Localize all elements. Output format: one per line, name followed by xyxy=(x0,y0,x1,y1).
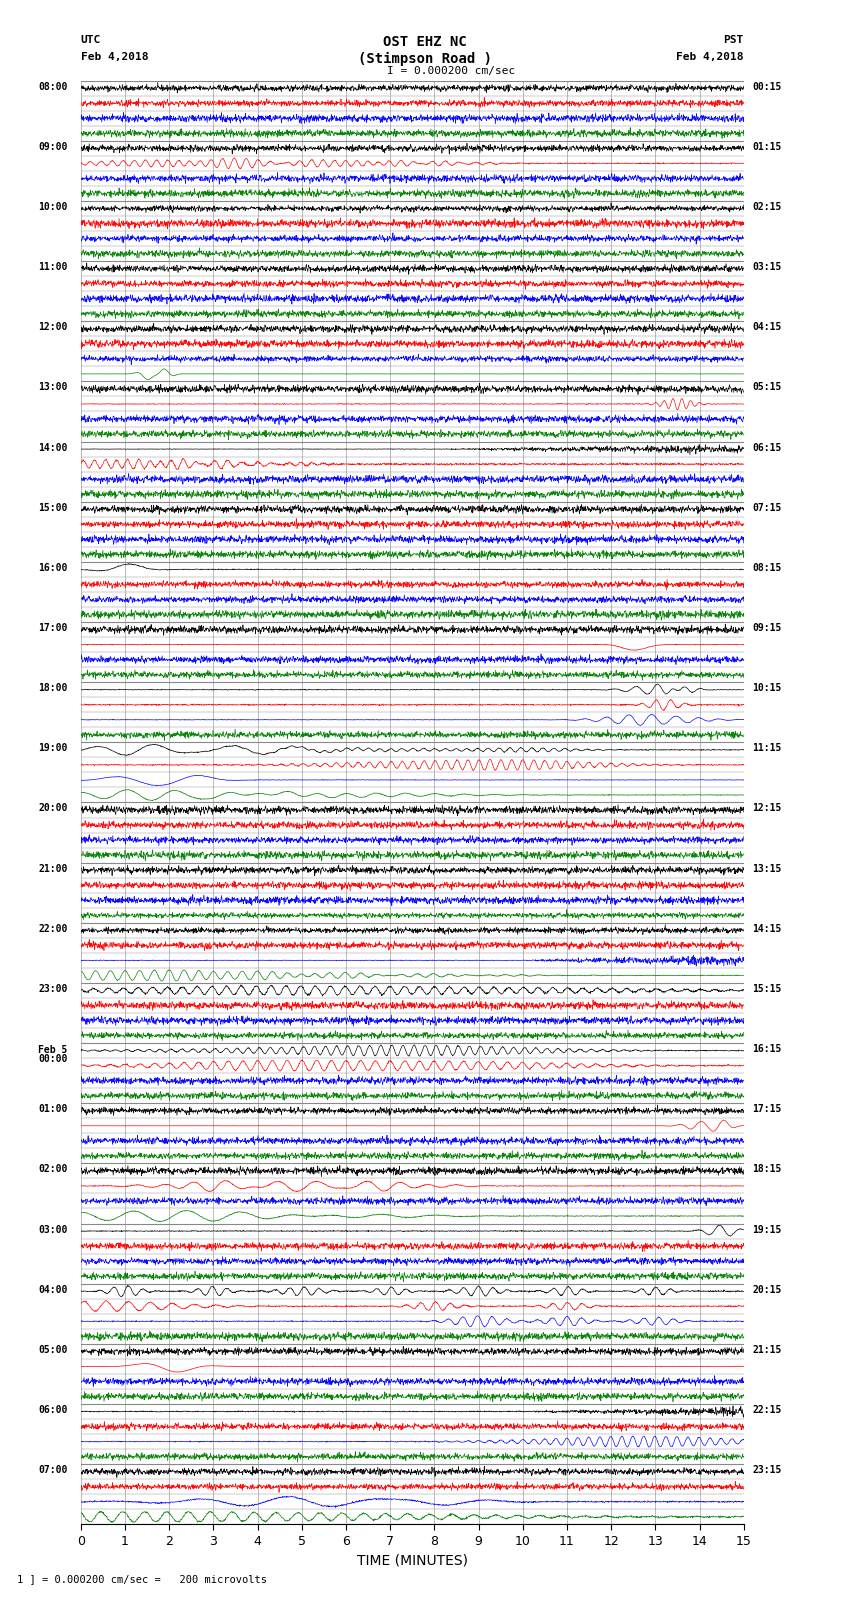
Text: 00:00: 00:00 xyxy=(38,1055,67,1065)
Text: 03:00: 03:00 xyxy=(38,1224,67,1234)
Text: UTC: UTC xyxy=(81,35,101,45)
Text: 08:00: 08:00 xyxy=(38,82,67,92)
Text: 09:15: 09:15 xyxy=(752,623,782,632)
Text: 00:15: 00:15 xyxy=(752,82,782,92)
Text: 11:15: 11:15 xyxy=(752,744,782,753)
Text: 15:15: 15:15 xyxy=(752,984,782,994)
Text: Feb 4,2018: Feb 4,2018 xyxy=(677,52,744,61)
Text: 20:00: 20:00 xyxy=(38,803,67,813)
Text: 23:00: 23:00 xyxy=(38,984,67,994)
Text: 02:15: 02:15 xyxy=(752,202,782,211)
Text: 19:00: 19:00 xyxy=(38,744,67,753)
Text: 14:00: 14:00 xyxy=(38,442,67,453)
Text: 17:00: 17:00 xyxy=(38,623,67,632)
Text: 01:00: 01:00 xyxy=(38,1105,67,1115)
Text: 23:15: 23:15 xyxy=(752,1465,782,1476)
Text: 13:15: 13:15 xyxy=(752,863,782,874)
Text: 06:00: 06:00 xyxy=(38,1405,67,1415)
Text: OST EHZ NC: OST EHZ NC xyxy=(383,35,467,50)
Text: 1 ] = 0.000200 cm/sec =   200 microvolts: 1 ] = 0.000200 cm/sec = 200 microvolts xyxy=(17,1574,267,1584)
Text: 04:15: 04:15 xyxy=(752,323,782,332)
Text: 05:15: 05:15 xyxy=(752,382,782,392)
Text: 09:00: 09:00 xyxy=(38,142,67,152)
Text: 14:15: 14:15 xyxy=(752,924,782,934)
Text: 10:00: 10:00 xyxy=(38,202,67,211)
Text: 22:15: 22:15 xyxy=(752,1405,782,1415)
Text: 16:00: 16:00 xyxy=(38,563,67,573)
Text: 21:00: 21:00 xyxy=(38,863,67,874)
Text: 18:15: 18:15 xyxy=(752,1165,782,1174)
Text: 21:15: 21:15 xyxy=(752,1345,782,1355)
Text: 13:00: 13:00 xyxy=(38,382,67,392)
Text: 01:15: 01:15 xyxy=(752,142,782,152)
Text: 07:15: 07:15 xyxy=(752,503,782,513)
Text: 15:00: 15:00 xyxy=(38,503,67,513)
Text: 08:15: 08:15 xyxy=(752,563,782,573)
Text: 20:15: 20:15 xyxy=(752,1284,782,1295)
Text: Feb 5: Feb 5 xyxy=(38,1045,67,1055)
Text: 05:00: 05:00 xyxy=(38,1345,67,1355)
Text: Feb 4,2018: Feb 4,2018 xyxy=(81,52,148,61)
Text: 16:15: 16:15 xyxy=(752,1044,782,1053)
Text: 12:15: 12:15 xyxy=(752,803,782,813)
Text: 18:00: 18:00 xyxy=(38,684,67,694)
Text: 19:15: 19:15 xyxy=(752,1224,782,1234)
Text: PST: PST xyxy=(723,35,744,45)
Text: 11:00: 11:00 xyxy=(38,263,67,273)
Text: 17:15: 17:15 xyxy=(752,1105,782,1115)
Text: 06:15: 06:15 xyxy=(752,442,782,453)
Text: 02:00: 02:00 xyxy=(38,1165,67,1174)
Text: I = 0.000200 cm/sec: I = 0.000200 cm/sec xyxy=(387,66,515,76)
Text: 12:00: 12:00 xyxy=(38,323,67,332)
Text: 03:15: 03:15 xyxy=(752,263,782,273)
Text: 04:00: 04:00 xyxy=(38,1284,67,1295)
Text: 07:00: 07:00 xyxy=(38,1465,67,1476)
Text: 10:15: 10:15 xyxy=(752,684,782,694)
Text: 22:00: 22:00 xyxy=(38,924,67,934)
Text: (Stimpson Road ): (Stimpson Road ) xyxy=(358,52,492,66)
X-axis label: TIME (MINUTES): TIME (MINUTES) xyxy=(357,1553,468,1568)
